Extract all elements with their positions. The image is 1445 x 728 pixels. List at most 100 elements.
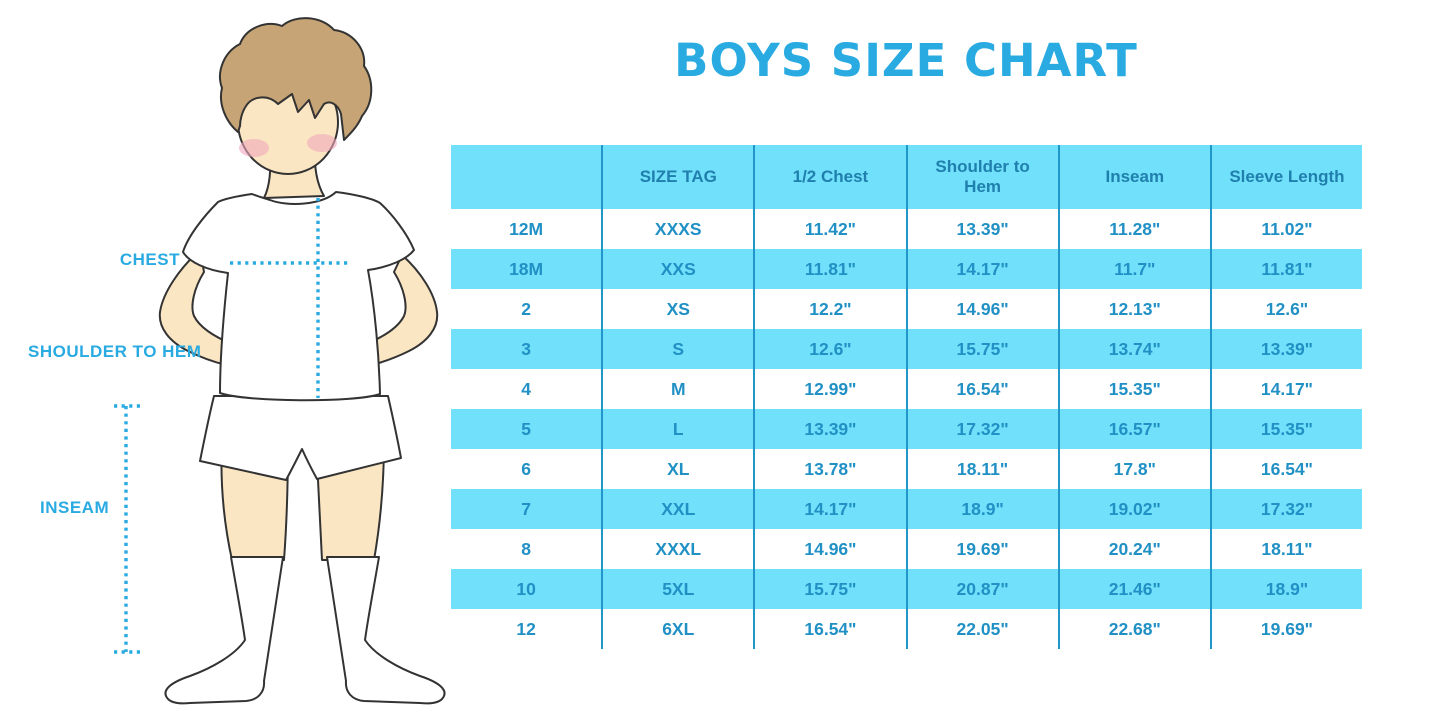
- table-cell: L: [603, 409, 756, 449]
- table-cell: 18.9": [1265, 578, 1309, 599]
- table-cell: S: [603, 329, 756, 369]
- table-cell: 17.32": [908, 409, 1060, 449]
- table-cell: 10: [451, 569, 604, 609]
- shorts: [199, 395, 402, 481]
- table-cell: 13.78": [755, 449, 908, 489]
- table-cell: 19.69": [908, 529, 1060, 569]
- table-cell: 15.35": [1260, 418, 1313, 439]
- table-cell: 11.7": [1060, 249, 1212, 289]
- table-cell: 5XL: [603, 569, 756, 609]
- table-cell: 19.02": [1060, 489, 1212, 529]
- left-arm: [158, 249, 233, 366]
- right-cheek-blush: [307, 134, 337, 152]
- table-cell: 17.8": [1060, 449, 1212, 489]
- table-cell: 14.17": [908, 249, 1060, 289]
- table-row: 2 XS 12.2" 14.96" 12.13" 12.6": [451, 289, 1362, 329]
- page-title: BOYS SIZE CHART: [674, 34, 1138, 87]
- inseam-label: INSEAM: [40, 498, 110, 517]
- table-cell: XL: [603, 449, 756, 489]
- hair: [219, 17, 373, 141]
- table-cell: 14.96": [755, 529, 908, 569]
- table-cell: 11.42": [755, 209, 908, 249]
- column-header: Inseam: [1060, 145, 1212, 209]
- table-cell: 19.69": [1260, 618, 1313, 639]
- table-cell: 11.81": [1261, 258, 1313, 279]
- table-row: 4 M 12.99" 16.54" 15.35" 14.17": [451, 369, 1362, 409]
- table-cell: 16.54": [755, 609, 908, 649]
- table-cell: 15.35": [1060, 369, 1212, 409]
- table-cell: 12.6": [1265, 298, 1309, 319]
- table-cell: 16.54": [1260, 458, 1313, 479]
- table-cell: 6: [451, 449, 604, 489]
- boy-illustration: [114, 17, 446, 705]
- right-sock: [326, 556, 446, 705]
- table-cell: 15.75": [908, 329, 1060, 369]
- table-cell: 18.9": [908, 489, 1060, 529]
- shoulder-to-hem-label: SHOULDER TO HEM: [28, 342, 202, 361]
- table-cell: 20.24": [1060, 529, 1212, 569]
- table-cell: 12.13": [1060, 289, 1212, 329]
- left-sock: [164, 556, 284, 705]
- table-cell: M: [603, 369, 756, 409]
- table-cell: 13.39": [908, 209, 1060, 249]
- right-arm: [365, 254, 439, 366]
- table-cell: XS: [603, 289, 756, 329]
- table-cell: 7: [451, 489, 604, 529]
- column-header: Sleeve Length: [1229, 167, 1345, 187]
- column-header: Shoulder to Hem: [908, 145, 1060, 209]
- table-row: 18M XXS 11.81" 14.17" 11.7" 11.81": [451, 249, 1362, 289]
- column-header: SIZE TAG: [603, 145, 756, 209]
- table-cell: 20.87": [908, 569, 1060, 609]
- table-cell: 14.96": [908, 289, 1060, 329]
- table-row: 12M XXXS 11.42" 13.39" 11.28" 11.02": [451, 209, 1362, 249]
- table-row: 3 S 12.6" 15.75" 13.74" 13.39": [451, 329, 1362, 369]
- table-cell: 4: [451, 369, 604, 409]
- table-cell: 14.17": [755, 489, 908, 529]
- table-cell: 11.81": [755, 249, 908, 289]
- table-cell: 8: [451, 529, 604, 569]
- boy-measurement-figure: CHEST SHOULDER TO HEM INSEAM: [0, 0, 450, 723]
- table-cell: 12.99": [755, 369, 908, 409]
- table-cell: XXL: [603, 489, 756, 529]
- table-row: 12 6XL 16.54" 22.05" 22.68" 19.69": [451, 609, 1362, 649]
- left-cheek-blush: [239, 139, 269, 157]
- table-cell: 11.28": [1060, 209, 1212, 249]
- table-cell: 11.02": [1261, 218, 1313, 239]
- table-cell: XXXS: [603, 209, 756, 249]
- column-header: 1/2 Chest: [755, 145, 908, 209]
- table-cell: 18M: [451, 249, 604, 289]
- table-cell: 3: [451, 329, 604, 369]
- table-cell: 18.11": [1261, 538, 1313, 559]
- size-table: SIZE TAG 1/2 Chest Shoulder to Hem Inseam Sl…: [451, 145, 1362, 649]
- table-row: 10 5XL 15.75" 20.87" 21.46" 18.9": [451, 569, 1362, 609]
- table-cell: 12M: [451, 209, 604, 249]
- table-cell: 13.39": [1260, 338, 1313, 359]
- table-cell: XXXL: [603, 529, 756, 569]
- table-cell: 22.05": [908, 609, 1060, 649]
- column-header: [451, 145, 604, 209]
- table-row: 7 XXL 14.17" 18.9" 19.02" 17.32": [451, 489, 1362, 529]
- table-row: 5 L 13.39" 17.32" 16.57" 15.35": [451, 409, 1362, 449]
- t-shirt: [182, 191, 415, 402]
- table-cell: 12.6": [755, 329, 908, 369]
- table-cell: 17.32": [1260, 498, 1313, 519]
- table-cell: 12: [451, 609, 604, 649]
- table-cell: 13.39": [755, 409, 908, 449]
- table-cell: XXS: [603, 249, 756, 289]
- table-cell: 18.11": [908, 449, 1060, 489]
- table-row: 8 XXXL 14.96" 19.69" 20.24" 18.11": [451, 529, 1362, 569]
- size-table-body: 12M XXXS 11.42" 13.39" 11.28" 11.02" 18M XXS 11.…: [451, 209, 1362, 649]
- table-cell: 12.2": [755, 289, 908, 329]
- table-cell: 6XL: [603, 609, 756, 649]
- table-cell: 22.68": [1060, 609, 1212, 649]
- table-cell: 2: [451, 289, 604, 329]
- table-cell: 16.54": [908, 369, 1060, 409]
- size-table-header-row: SIZE TAG 1/2 Chest Shoulder to Hem Inseam Sl…: [451, 145, 1362, 209]
- chest-label: CHEST: [119, 250, 180, 269]
- table-cell: 16.57": [1060, 409, 1212, 449]
- table-cell: 13.74": [1060, 329, 1212, 369]
- table-cell: 21.46": [1060, 569, 1212, 609]
- table-cell: 14.17": [1260, 378, 1313, 399]
- table-row: 6 XL 13.78" 18.11" 17.8" 16.54": [451, 449, 1362, 489]
- table-cell: 15.75": [755, 569, 908, 609]
